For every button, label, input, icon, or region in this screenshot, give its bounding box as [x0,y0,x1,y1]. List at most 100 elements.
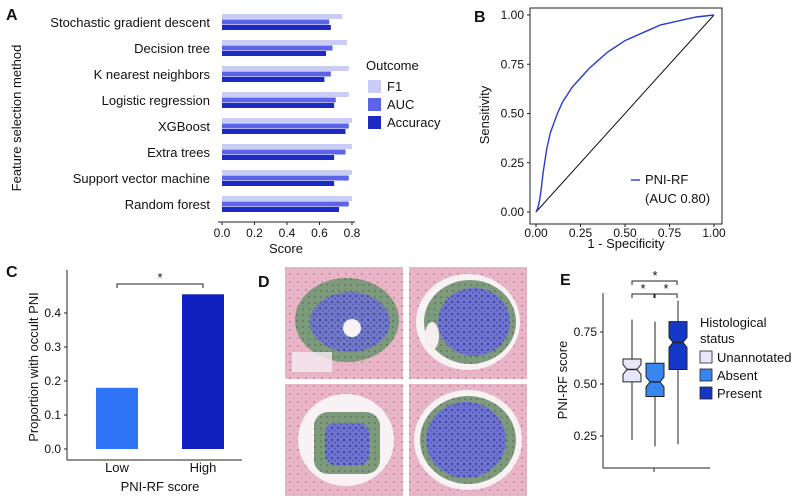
histology-image-4 [409,384,527,496]
b-ytick-label: 0.50 [501,107,525,121]
b-legend-note: (AUC 0.80) [645,191,710,206]
c-significance-bracket [116,283,204,288]
c-significance-star: * [157,270,162,285]
panel-label-e: E [560,272,571,289]
e-box-absent [645,362,665,397]
panel-label-b: B [474,9,486,26]
c-ytick-label: 0.3 [44,340,61,354]
a-bar-f1-decision-tree [222,40,348,45]
b-xlabel: 1 - Specificity [587,236,665,251]
a-category-logistic-regression: Logistic regression [102,93,210,108]
a-bar-auc-logistic-regression [222,97,336,103]
e-star-3: * [663,281,668,296]
legend-label-present: Present [717,386,762,401]
panel-d-histology-images [285,267,527,496]
e-box-present [668,321,688,370]
a-bar-f1-xgboost [222,118,352,123]
legend-label-absent: Absent [717,368,758,383]
a-bar-auc-k-nearest-neighbors [222,71,331,77]
legend-label-accuracy: Accuracy [387,115,441,130]
legend-label-f1: F1 [387,79,402,94]
b-ytick-label: 0.00 [501,205,525,219]
a-bar-accuracy-xgboost [222,129,346,134]
c-ytick-label: 0.2 [44,374,61,388]
a-xtick-label: 0.2 [246,226,263,240]
c-bar-high [182,294,224,449]
legend-label-unannotated: Unannotated [717,350,791,365]
panel-b-roc-chart: 0.00 0.00 0.25 0.25 0.50 0.50 0.75 0.75 1.00 1.00… [477,7,726,251]
c-ylabel: Proportion with occult PNI [26,292,41,442]
e-legend-title-2: status [700,331,735,346]
e-ylabel: PNI-RF score [555,341,570,420]
c-tick-high: High [190,460,217,475]
legend-swatch-accuracy [368,116,381,129]
a-category-support-vector-machine: Support vector machine [73,171,210,186]
legend-swatch-f1 [368,80,381,93]
c-ytick-label: 0.1 [44,408,61,422]
legend-swatch-unannotated [699,350,713,364]
a-category-decision-tree: Decision tree [134,41,210,56]
e-star-1: * [652,268,657,283]
e-ytick-label: 0.75 [574,325,598,339]
a-ylabel: Feature selection method [9,45,24,192]
a-bar-f1-random-forest [222,196,352,201]
a-bar-f1-extra-trees [222,144,352,149]
a-xtick-label: 0.8 [344,226,361,240]
b-xtick-label: 0.00 [524,226,548,240]
panel-a-bar-chart: Feature selection method Score Stochasti… [9,14,441,256]
a-category-extra-trees: Extra trees [147,145,210,160]
b-legend-label: PNI-RF [645,172,688,187]
c-bar-low [96,387,138,449]
e-star-2: * [640,281,645,296]
b-roc-curve [535,14,715,213]
b-xtick-label: 0.25 [569,226,593,240]
c-ytick-label: 0.0 [44,442,61,456]
legend-swatch-auc [368,98,381,111]
a-xtick-label: 0.4 [279,226,296,240]
a-legend-title: Outcome [366,58,419,73]
panel-e-box-plot: 0.25 0.50 0.75 * * * PNI-RF score Histolog… [555,268,791,472]
legend-swatch-absent [699,368,713,382]
e-bracket-unannotated-present [631,280,678,285]
histology-image-3 [285,384,403,496]
b-plot-frame [529,7,723,225]
a-bar-accuracy-decision-tree [222,51,326,56]
b-ytick-label: 0.75 [501,57,525,71]
b-ylabel: Sensitivity [477,85,492,144]
a-bar-auc-xgboost [222,123,349,129]
a-xtick-label: 0.6 [311,226,328,240]
a-xlabel: Score [269,241,303,256]
a-bar-accuracy-stochastic-gradient-descent [222,25,331,30]
a-bar-auc-support-vector-machine [222,175,349,181]
a-category-random-forest: Random forest [125,197,211,212]
panel-label-a: A [6,7,18,24]
a-bar-auc-extra-trees [222,149,346,155]
a-category-stochastic-gradient-descent: Stochastic gradient descent [50,15,210,30]
e-bracket-absent-present [654,293,678,298]
e-legend-title-1: Histological [700,315,767,330]
histology-image-1 [285,267,403,379]
legend-label-auc: AUC [387,97,414,112]
a-category-k-nearest-neighbors: K nearest neighbors [94,67,211,82]
b-ytick-label: 0.25 [501,156,525,170]
e-bracket-unannotated-absent [631,293,655,298]
a-xtick-label: 0.0 [214,226,231,240]
a-bar-auc-decision-tree [222,45,333,51]
b-xtick-label: 0.75 [658,226,682,240]
a-bar-accuracy-logistic-regression [222,103,335,108]
a-bar-f1-stochastic-gradient-descent [222,14,343,19]
a-bar-auc-stochastic-gradient-descent [222,19,330,25]
panel-label-d: D [258,274,270,291]
panel-label-c: C [6,264,18,281]
histology-image-2 [409,267,527,379]
c-ytick-label: 0.4 [44,306,61,320]
a-bar-accuracy-support-vector-machine [222,181,335,186]
a-bar-f1-k-nearest-neighbors [222,66,349,71]
c-xlabel: PNI-RF score [121,479,200,494]
c-tick-low: Low [105,460,129,475]
legend-swatch-present [699,386,713,400]
a-category-xgboost: XGBoost [158,119,210,134]
b-xtick-label: 0.50 [613,226,637,240]
a-bar-accuracy-extra-trees [222,155,335,160]
